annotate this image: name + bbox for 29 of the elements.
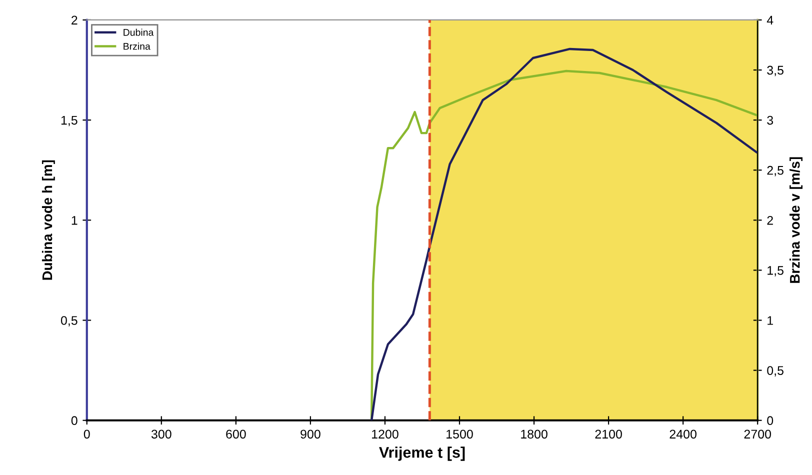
y2-tick-label: 2,5 [767,166,784,176]
legend-label: Brzina [124,42,150,50]
y-tick-label: 0,5 [60,316,78,326]
y-tick-label: 1 [72,216,78,225]
x-tick-label: 2400 [670,430,696,439]
x-tick-label: 0 [84,430,90,439]
x-tick-label: 2100 [595,430,622,439]
y2-tick-label: 2 [767,216,773,225]
x-tick-label: 300 [151,430,172,439]
x-axis-title: Vrijeme t [s] [379,446,465,461]
y-axis-title: Dubina vode h [m] [42,160,55,280]
y2-tick-label: 3,5 [767,66,784,76]
y-tick-label: 0 [71,416,78,426]
y2-tick-label: 3 [767,116,774,125]
x-tick-label: 1200 [372,430,398,439]
legend-label: Dubina [124,28,154,36]
y2-tick-label: 0,5 [767,366,784,376]
y2-tick-label: 1 [768,316,773,325]
y2-axis-title: Brzina vode v [m/s] [790,157,802,283]
y2-tick-label: 4 [766,16,774,24]
x-tick-label: 900 [300,430,320,439]
x-tick-label: 1800 [521,430,548,439]
x-tick-label: 1500 [446,430,473,439]
y-tick-label: 2 [72,16,78,24]
x-tick-label: 2700 [744,430,772,439]
y2-tick-label: 0 [767,416,774,426]
y2-tick-label: 1,5 [768,266,784,276]
y-tick-label: 1,5 [61,116,78,126]
x-tick-label: 600 [226,430,246,439]
